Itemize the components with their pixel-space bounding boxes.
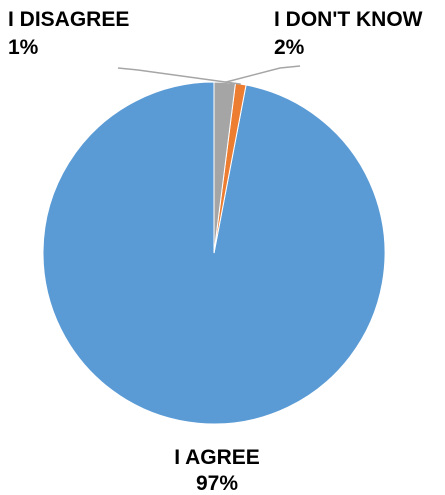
label-agree-value: 97% — [196, 472, 238, 495]
leader-lines — [117, 65, 301, 85]
label-disagree-value: 1% — [8, 36, 39, 59]
label-dont-know-name: I DON'T KNOW — [274, 8, 423, 31]
pie-slices — [42, 81, 386, 425]
label-agree-name: I AGREE — [174, 446, 260, 469]
slice-agree — [42, 81, 386, 425]
leader-line-dont-know — [224, 65, 301, 84]
label-disagree-name: I DISAGREE — [8, 8, 129, 31]
label-dont-know-value: 2% — [274, 36, 305, 59]
leader-line-disagree — [117, 67, 241, 85]
